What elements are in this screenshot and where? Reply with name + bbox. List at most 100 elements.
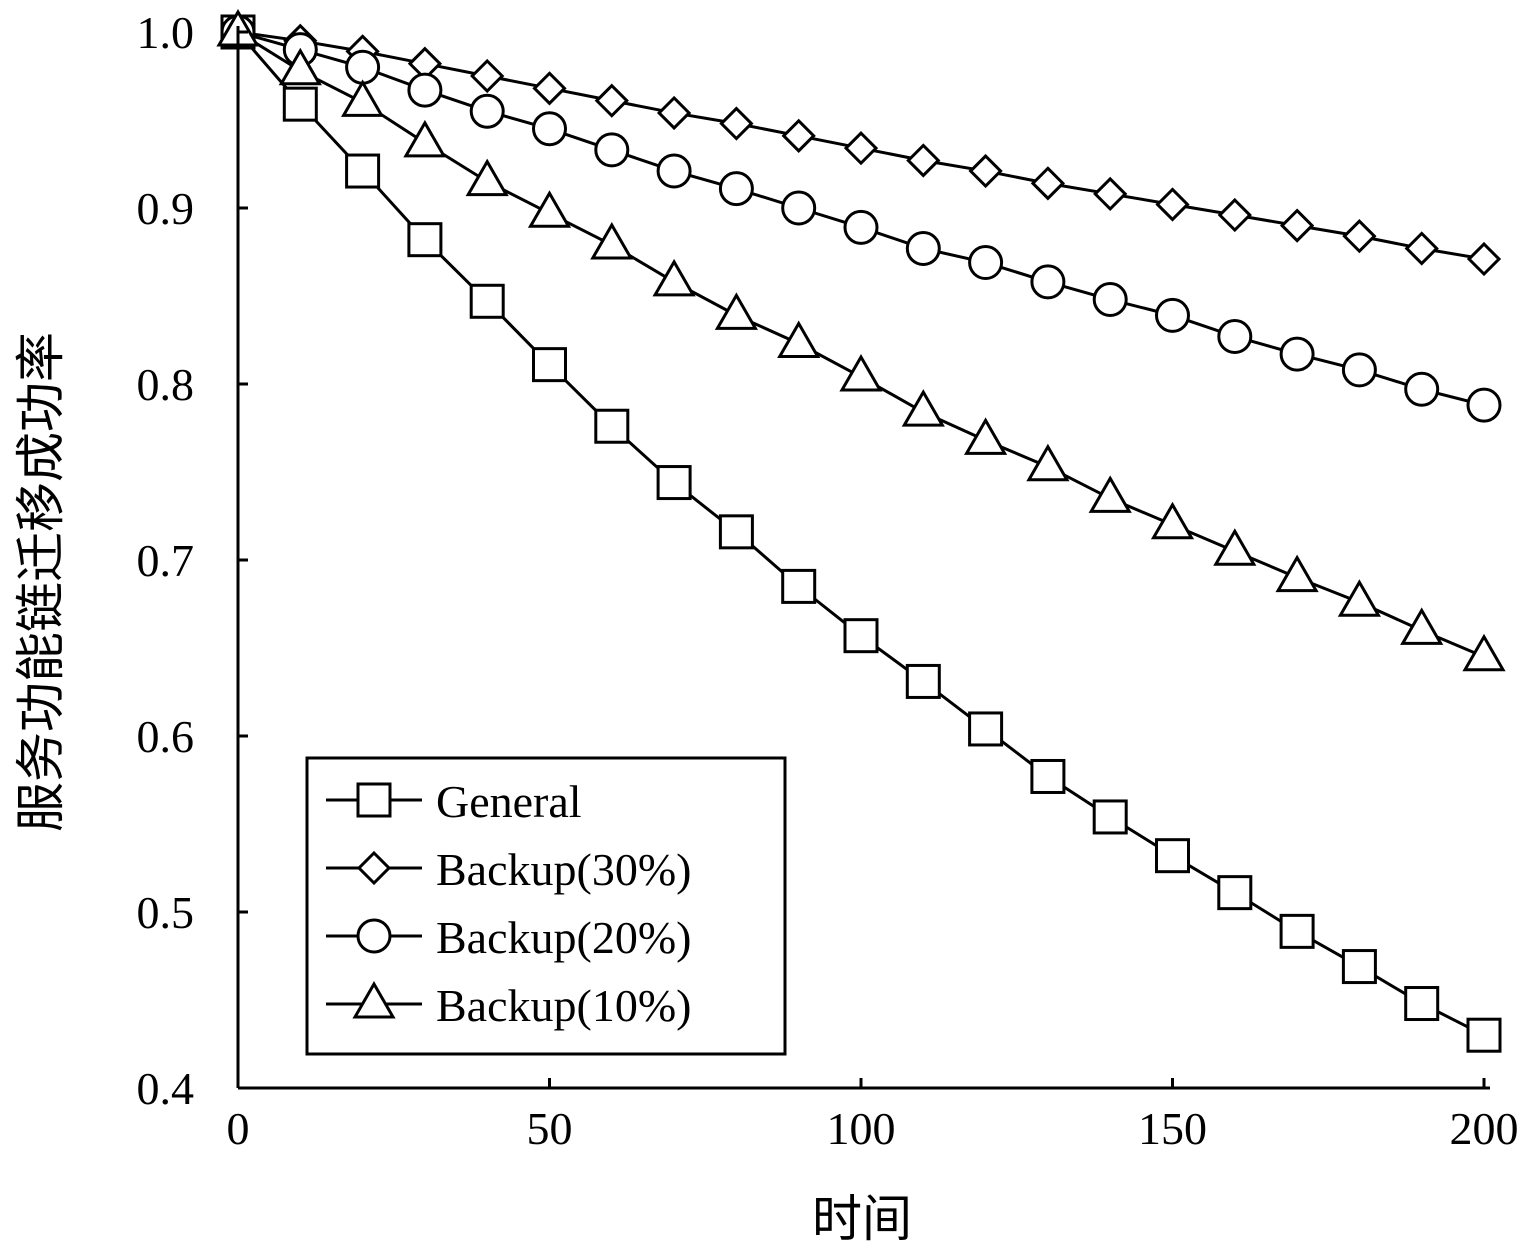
data-point-square	[532, 347, 567, 383]
series-points-triangle	[216, 8, 1506, 672]
data-point-square	[1341, 949, 1377, 985]
data-point-diamond	[1155, 187, 1190, 222]
ticks: 0 50 100 150 200 0.4 0.5 0.6 0.7 0.8 0.9 1.0	[137, 7, 1519, 1154]
data-point-triangle	[527, 190, 572, 228]
y-tick-label: 0.8	[137, 359, 195, 410]
data-point-circle	[656, 153, 692, 189]
data-point-circle	[407, 72, 443, 108]
y-tick-label: 0.9	[137, 183, 195, 234]
legend-entry: Backup(30%)	[326, 844, 691, 895]
data-point-diamond	[470, 58, 505, 94]
y-axis-title: 服务功能链迁移成功率	[13, 332, 69, 832]
data-point-circle	[1030, 264, 1066, 300]
y-tick-label: 0.7	[137, 535, 195, 586]
data-point-circle	[532, 111, 567, 147]
data-point-triangle	[777, 320, 821, 359]
data-point-circle	[469, 93, 505, 129]
data-point-square	[1155, 838, 1190, 874]
data-point-diamond	[1030, 166, 1066, 201]
data-point-triangle	[278, 47, 322, 86]
data-point-diamond	[1404, 231, 1439, 266]
y-tick-label: 1.0	[137, 7, 195, 58]
data-point-triangle	[1150, 501, 1195, 540]
data-point-square	[905, 663, 941, 699]
legend-entry: General	[326, 776, 582, 827]
series-points-circle	[220, 14, 1502, 423]
data-point-circle	[345, 49, 381, 85]
data-point-triangle	[1400, 607, 1444, 645]
data-point-circle	[1341, 352, 1377, 388]
data-point-square	[968, 711, 1004, 747]
data-point-triangle	[1337, 579, 1381, 617]
x-tick-label: 150	[1138, 1103, 1207, 1154]
x-tick-label: 50	[527, 1103, 573, 1154]
data-point-square	[781, 568, 817, 604]
y-tick-label: 0.6	[137, 711, 195, 762]
x-axis-title: 时间	[812, 1191, 912, 1247]
y-tick-label: 0.5	[137, 887, 195, 938]
data-point-diamond	[532, 71, 567, 106]
legend-label: Backup(30%)	[436, 844, 691, 895]
data-point-square	[1217, 875, 1253, 911]
data-point-diamond	[1093, 176, 1128, 212]
data-point-diamond	[843, 131, 879, 166]
data-point-diamond	[594, 83, 629, 118]
data-point-square	[407, 222, 443, 258]
data-point-square	[1466, 1017, 1502, 1053]
legend-entry: Backup(10%)	[326, 980, 691, 1031]
data-point-square	[1279, 913, 1315, 949]
data-point-diamond	[906, 143, 941, 178]
series-points-diamond	[220, 14, 1502, 277]
legend-marker-diamond	[356, 850, 392, 886]
data-point-triangle	[465, 158, 509, 197]
data-point-triangle	[652, 258, 696, 297]
data-point-triangle	[1462, 633, 1506, 672]
x-tick-label: 100	[827, 1103, 896, 1154]
data-point-square	[282, 86, 318, 122]
data-point-diamond	[1217, 197, 1252, 233]
data-point-triangle	[839, 353, 883, 392]
legend-label: Backup(10%)	[436, 980, 691, 1031]
legend: General Backup(30%) Backup(20%) Backup(10%)	[305, 756, 787, 1056]
legend-label: Backup(20%)	[436, 912, 691, 963]
data-point-diamond	[1466, 241, 1502, 277]
data-point-circle	[843, 209, 879, 245]
data-point-circle	[718, 171, 754, 207]
data-point-circle	[1404, 371, 1440, 407]
data-point-triangle	[964, 417, 1008, 455]
data-point-circle	[781, 190, 817, 226]
data-point-square	[843, 618, 879, 654]
data-point-circle	[1279, 336, 1315, 372]
data-point-circle	[594, 132, 630, 168]
data-point-square	[718, 514, 754, 550]
data-point-triangle	[341, 79, 385, 117]
data-point-triangle	[1213, 528, 1257, 566]
legend-entry: Backup(20%)	[326, 912, 691, 963]
data-point-square	[469, 283, 505, 319]
data-point-triangle	[1275, 554, 1319, 593]
data-point-square	[1030, 758, 1066, 794]
data-point-circle	[1092, 282, 1128, 318]
data-point-square	[656, 465, 692, 501]
data-point-triangle	[1088, 475, 1132, 513]
data-point-diamond	[1342, 219, 1377, 254]
data-point-square	[1404, 986, 1440, 1022]
data-point-circle	[1155, 297, 1190, 333]
x-tick-label: 200	[1450, 1103, 1519, 1154]
data-point-triangle	[590, 221, 634, 260]
x-tick-label: 0	[227, 1103, 250, 1154]
y-tick-label: 0.4	[137, 1063, 195, 1114]
series-markers	[216, 8, 1506, 1053]
data-point-triangle	[714, 292, 758, 330]
data-point-diamond	[968, 153, 1003, 189]
data-point-triangle	[1026, 443, 1070, 482]
data-point-square	[594, 408, 630, 444]
data-point-diamond	[781, 118, 816, 153]
data-point-diamond	[719, 106, 754, 141]
legend-marker-circle	[356, 918, 392, 954]
data-point-diamond	[656, 95, 692, 131]
data-point-circle	[1466, 387, 1502, 423]
data-point-square	[1092, 799, 1128, 835]
data-point-circle	[968, 245, 1004, 281]
